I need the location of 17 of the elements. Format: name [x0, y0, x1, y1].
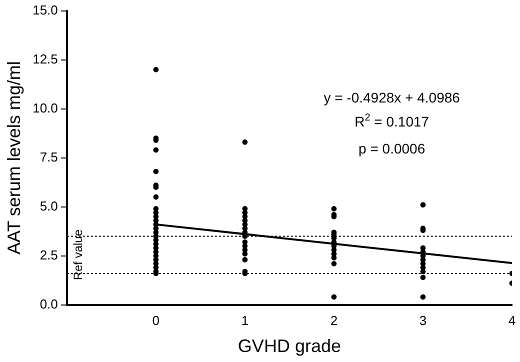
y-tick-label: 15.0	[32, 2, 58, 18]
x-tick-label: 3	[419, 313, 427, 328]
y-tick-label: 0.0	[40, 296, 58, 312]
y-tick-label: 2.5	[40, 247, 58, 262]
y-tick-label: 7.5	[40, 149, 58, 164]
x-tick-label: 1	[241, 313, 249, 328]
annotation: y = -0.4928x + 4.0986	[324, 90, 460, 106]
x-axis-title: GVHD grade	[238, 336, 341, 356]
y-tick-label: 12.5	[32, 51, 58, 66]
x-tick-label: 0	[152, 313, 160, 328]
y-axis-title: AAT serum levels mg/ml	[4, 61, 24, 254]
annotation: p = 0.0006	[358, 140, 426, 157]
y-tick-label: 10.0	[32, 100, 58, 116]
ref-line-label: Ref value	[71, 229, 86, 280]
y-tick-label: 5.0	[40, 198, 58, 214]
x-tick-label: 4	[508, 313, 516, 328]
x-tick-label: 2	[330, 313, 338, 328]
